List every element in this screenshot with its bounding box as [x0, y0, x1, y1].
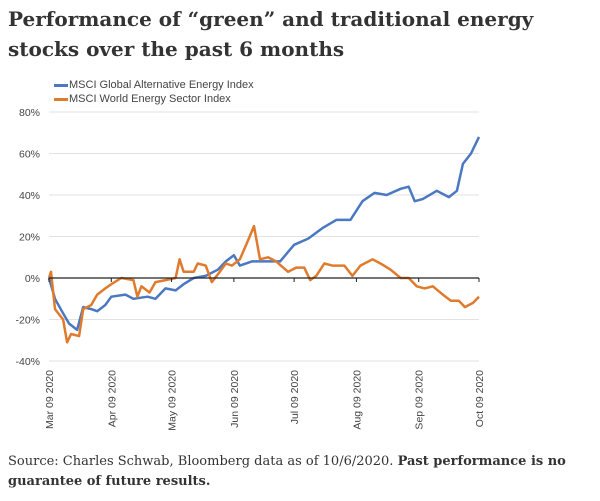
legend-label: MSCI World Energy Sector Index: [69, 93, 231, 105]
y-tick-label: -40%: [15, 356, 40, 368]
y-tick-label: 40%: [19, 190, 40, 202]
y-tick-label: 0%: [25, 273, 40, 285]
disclaimer-text: Past performance is no guarantee of futu…: [8, 454, 566, 489]
x-tick-label: Sep 09 2020: [414, 370, 426, 430]
series-line-1: [47, 224, 480, 344]
legend-item-alt-energy: MSCI Global Alternative Energy Index: [54, 78, 254, 92]
x-tick-label: Oct 09 2020: [474, 370, 486, 427]
legend-swatch: [54, 97, 68, 101]
y-tick-label: -20%: [15, 315, 40, 327]
y-tick-label: 20%: [19, 232, 40, 244]
y-tick-label: 80%: [19, 107, 40, 119]
x-tick-label: Jun 09 2020: [229, 370, 241, 428]
legend-item-world-energy: MSCI World Energy Sector Index: [54, 92, 254, 106]
x-tick-label: Jul 09 2020: [289, 370, 301, 424]
x-tick-label: Mar 09 2020: [44, 370, 56, 429]
legend-label: MSCI Global Alternative Energy Index: [69, 79, 254, 91]
legend: MSCI Global Alternative Energy Index MSC…: [54, 78, 254, 106]
footer: Source: Charles Schwab, Bloomberg data a…: [8, 452, 598, 492]
x-tick-label: Apr 09 2020: [106, 370, 118, 427]
x-tick-label: May 09 2020: [167, 370, 179, 431]
legend-swatch: [54, 83, 68, 87]
chart-title: Performance of “green” and traditional e…: [8, 7, 534, 61]
series-line-0: [47, 136, 481, 332]
source-text: Source: Charles Schwab, Bloomberg data a…: [8, 454, 398, 469]
y-tick-label: 60%: [19, 149, 40, 161]
x-tick-label: Aug 09 2020: [351, 370, 363, 430]
